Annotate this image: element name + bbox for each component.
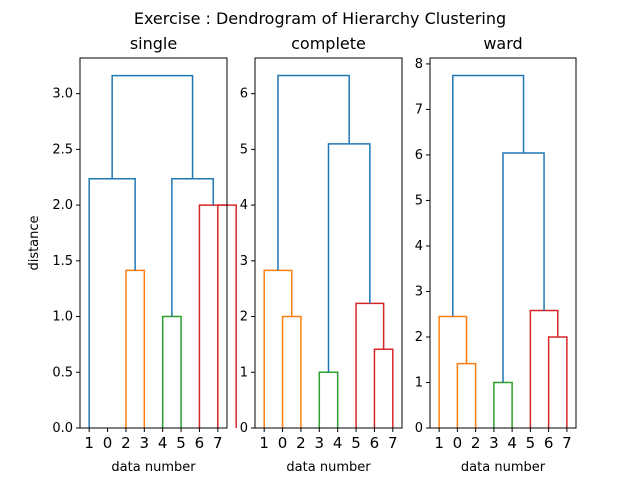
dendrogram-link <box>438 315 468 428</box>
y-axis-label: distance <box>27 215 42 270</box>
dendrogram-link <box>493 381 513 428</box>
y-tick-label: 1.5 <box>52 254 73 269</box>
leaf-label: 2 <box>121 434 131 452</box>
dendrogram-link <box>263 269 293 428</box>
y-tick-label: 5 <box>240 142 248 157</box>
y-tick-label: 6 <box>240 87 248 102</box>
dendrogram-link <box>171 178 214 317</box>
y-tick-label: 0.0 <box>52 421 73 436</box>
leaf-label: 2 <box>296 434 306 452</box>
dendrogram-link <box>452 74 525 317</box>
leaf-label: 4 <box>158 434 168 452</box>
dendrogram-link <box>161 315 182 428</box>
panel-title: single <box>130 34 177 53</box>
dendrogram-link <box>529 309 559 428</box>
y-tick-label: 7 <box>415 102 423 117</box>
leaf-label: 2 <box>471 434 481 452</box>
dendrogram-link <box>111 74 194 179</box>
leaf-label: 5 <box>526 434 536 452</box>
x-axis-label: data number <box>286 460 371 475</box>
leaf-label: 6 <box>370 434 380 452</box>
axes-frame <box>79 57 228 429</box>
leaf-label: 4 <box>507 434 517 452</box>
axes-frame <box>429 57 577 429</box>
leaf-label: 7 <box>562 434 572 452</box>
y-tick-label: 6 <box>415 148 423 163</box>
dendrogram-link <box>456 362 477 428</box>
leaf-label: 1 <box>84 434 94 452</box>
dendrogram-panels: 0.00.51.01.52.02.53.01 0 2 3 4 5 6 7singledata … <box>27 34 577 475</box>
leaf-label: 5 <box>351 434 361 452</box>
leaf-label: 3 <box>315 434 325 452</box>
y-tick-label: 2 <box>240 310 248 325</box>
y-tick-label: 2.0 <box>52 198 73 213</box>
dendrogram-link <box>88 178 136 428</box>
dendrogram-panel-single: 0.0 0.5 1.0 1.5 2.0 2.5 3.0 1 0 2 3 4 5 6 7 single data … <box>27 34 237 475</box>
leaf-label: 0 <box>453 434 463 452</box>
y-tick-label: 0 <box>240 421 248 436</box>
y-tick-label: 3 <box>240 254 248 269</box>
dendrogram-link <box>502 152 545 383</box>
y-tick-label: 3.0 <box>52 87 73 102</box>
dendrogram-link <box>125 269 146 428</box>
leaf-label: 0 <box>103 434 113 452</box>
y-tick-label: 0 <box>415 421 423 436</box>
leaf-label: 6 <box>195 434 205 452</box>
y-tick-label: 1 <box>415 375 423 390</box>
y-tick-label: 4 <box>240 198 248 213</box>
dendrogram-link <box>547 336 568 428</box>
y-tick-label: 1.0 <box>52 310 73 325</box>
y-tick-label: 4 <box>415 239 423 254</box>
leaf-label: 1 <box>434 434 444 452</box>
y-tick-label: 8 <box>415 57 423 72</box>
dendrogram-link <box>373 348 394 428</box>
dendrogram-link <box>327 143 371 373</box>
leaf-label: 4 <box>333 434 343 452</box>
dendrogram-link <box>198 204 227 428</box>
leaf-label: 5 <box>176 434 186 452</box>
leaf-label: 1 <box>259 434 269 452</box>
dendrogram-link <box>318 371 339 428</box>
leaf-label: 6 <box>544 434 554 452</box>
leaf-label: 3 <box>489 434 499 452</box>
leaf-label: 3 <box>140 434 150 452</box>
y-tick-label: 2 <box>415 330 423 345</box>
y-tick-label: 0.5 <box>52 365 73 380</box>
panel-title: ward <box>483 34 522 53</box>
y-tick-label: 5 <box>415 193 423 208</box>
y-tick-label: 2.5 <box>52 142 73 157</box>
x-axis-label: data number <box>111 460 196 475</box>
leaf-label: 7 <box>388 434 398 452</box>
dendrogram-link <box>277 74 350 271</box>
axes-frame <box>254 57 403 429</box>
leaf-label: 7 <box>213 434 223 452</box>
x-axis-label: data number <box>461 460 546 475</box>
figure-title: Exercise : Dendrogram of Hierarchy Clust… <box>134 9 506 28</box>
y-tick-label: 1 <box>240 365 248 380</box>
panel-title: complete <box>291 34 366 53</box>
y-tick-label: 3 <box>415 284 423 299</box>
leaf-label: 0 <box>278 434 288 452</box>
dendrogram-link <box>355 302 385 428</box>
dendrogram-link <box>281 315 302 428</box>
